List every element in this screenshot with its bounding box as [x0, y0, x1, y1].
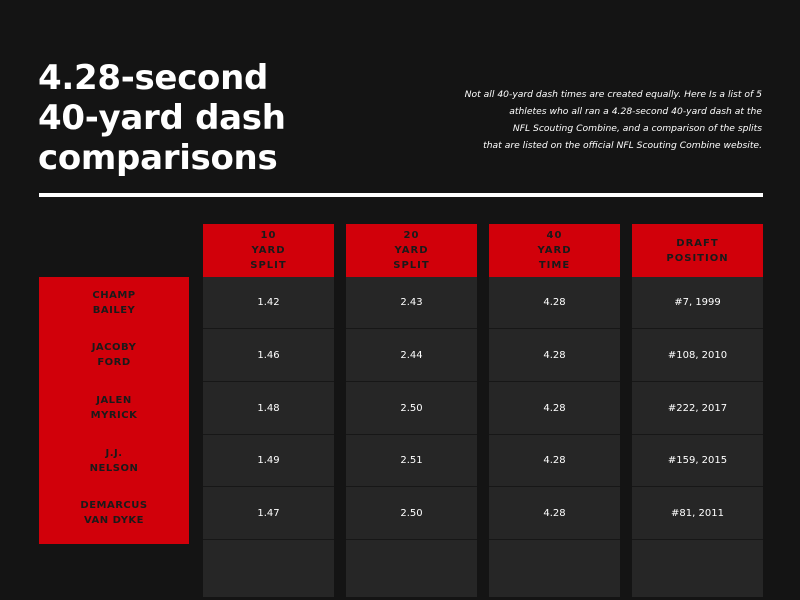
column-header-line: SPLIT	[393, 260, 430, 271]
table-cell: #159, 2015	[632, 435, 763, 487]
column-10-yard-split: 10 YARD SPLIT 1.42 1.46 1.48 1.49 1.47	[203, 224, 334, 597]
column-body: 4.28 4.28 4.28 4.28 4.28	[489, 277, 620, 597]
table-cell: 1.49	[203, 435, 334, 487]
column-header-line: YARD	[394, 245, 429, 256]
description-line: that are listed on the official NFL Scou…	[483, 140, 762, 151]
athlete-name-line: MYRICK	[90, 410, 138, 421]
athlete-name-line: DEMARCUS	[80, 500, 148, 511]
athlete-name-line: NELSON	[89, 463, 139, 474]
table-cell: 4.28	[489, 435, 620, 487]
title-line: 40-yard dash	[38, 98, 286, 138]
description-line: Not all 40-yard dash times are created e…	[464, 89, 762, 100]
athlete-name-line: J.J.	[105, 448, 123, 459]
page-title: 4.28-second 40-yard dash comparisons	[38, 58, 286, 178]
column-header-line: DRAFT	[676, 237, 719, 249]
table-cell: 4.28	[489, 488, 620, 540]
table-cell: 1.46	[203, 330, 334, 382]
column-draft-position: DRAFT POSITION #7, 1999 #108, 2010 #222,…	[632, 224, 763, 597]
column-40-yard-time: 40 YARD TIME 4.28 4.28 4.28 4.28 4.28	[489, 224, 620, 597]
table-cell: 4.28	[489, 383, 620, 435]
column-header: DRAFT POSITION	[632, 224, 763, 277]
table-cell: 1.48	[203, 383, 334, 435]
table-cell: #108, 2010	[632, 330, 763, 382]
athlete-name: JALEN MYRICK	[39, 382, 189, 434]
athlete-name-line: CHAMP	[92, 290, 136, 301]
column-header-line: SPLIT	[250, 260, 287, 271]
column-header: 10 YARD SPLIT	[203, 224, 334, 277]
table-cell: #81, 2011	[632, 488, 763, 540]
column-20-yard-split: 20 YARD SPLIT 2.43 2.44 2.50 2.51 2.50	[346, 224, 477, 597]
column-header-line: 10	[260, 230, 277, 241]
table-cell: 2.44	[346, 330, 477, 382]
athlete-name-line: VAN DYKE	[83, 515, 145, 526]
athlete-name-line: JALEN	[96, 395, 132, 406]
column-body: #7, 1999 #108, 2010 #222, 2017 #159, 201…	[632, 277, 763, 597]
table-cell: 2.50	[346, 488, 477, 540]
title-line: comparisons	[38, 138, 278, 178]
table-cell: #222, 2017	[632, 383, 763, 435]
athlete-name: CHAMP BAILEY	[39, 277, 189, 329]
table-cell: 1.42	[203, 277, 334, 329]
athlete-name: DEMARCUS VAN DYKE	[39, 487, 189, 539]
column-body: 1.42 1.46 1.48 1.49 1.47	[203, 277, 334, 597]
athlete-name-line: BAILEY	[92, 305, 136, 316]
column-header-line: 40	[546, 230, 563, 241]
column-header: 20 YARD SPLIT	[346, 224, 477, 277]
table-cell: 4.28	[489, 277, 620, 329]
table-cell: 2.51	[346, 435, 477, 487]
athlete-name: JACOBY FORD	[39, 329, 189, 381]
table-cell: 2.50	[346, 383, 477, 435]
column-header-line: TIME	[538, 260, 571, 271]
athlete-name: J.J. NELSON	[39, 435, 189, 487]
column-header: 40 YARD TIME	[489, 224, 620, 277]
title-line: 4.28-second	[38, 58, 269, 98]
description: Not all 40-yard dash times are created e…	[412, 86, 762, 154]
athlete-name-line: FORD	[97, 357, 131, 368]
table-cell: 1.47	[203, 488, 334, 540]
table-cell: 2.43	[346, 277, 477, 329]
column-header-line: YARD	[251, 245, 286, 256]
table-cell: 4.28	[489, 330, 620, 382]
column-header-line: POSITION	[666, 252, 729, 264]
description-line: athletes who all ran a 4.28-second 40-ya…	[509, 106, 762, 117]
column-header-line: YARD	[537, 245, 572, 256]
athlete-name-line: JACOBY	[91, 342, 137, 353]
header-divider	[39, 193, 763, 197]
athlete-names-column: CHAMP BAILEY JACOBY FORD JALEN MYRICK J.…	[39, 277, 189, 544]
column-body: 2.43 2.44 2.50 2.51 2.50	[346, 277, 477, 597]
table-cell: #7, 1999	[632, 277, 763, 329]
column-header-line: 20	[403, 230, 420, 241]
description-line: NFL Scouting Combine, and a comparison o…	[512, 123, 762, 134]
